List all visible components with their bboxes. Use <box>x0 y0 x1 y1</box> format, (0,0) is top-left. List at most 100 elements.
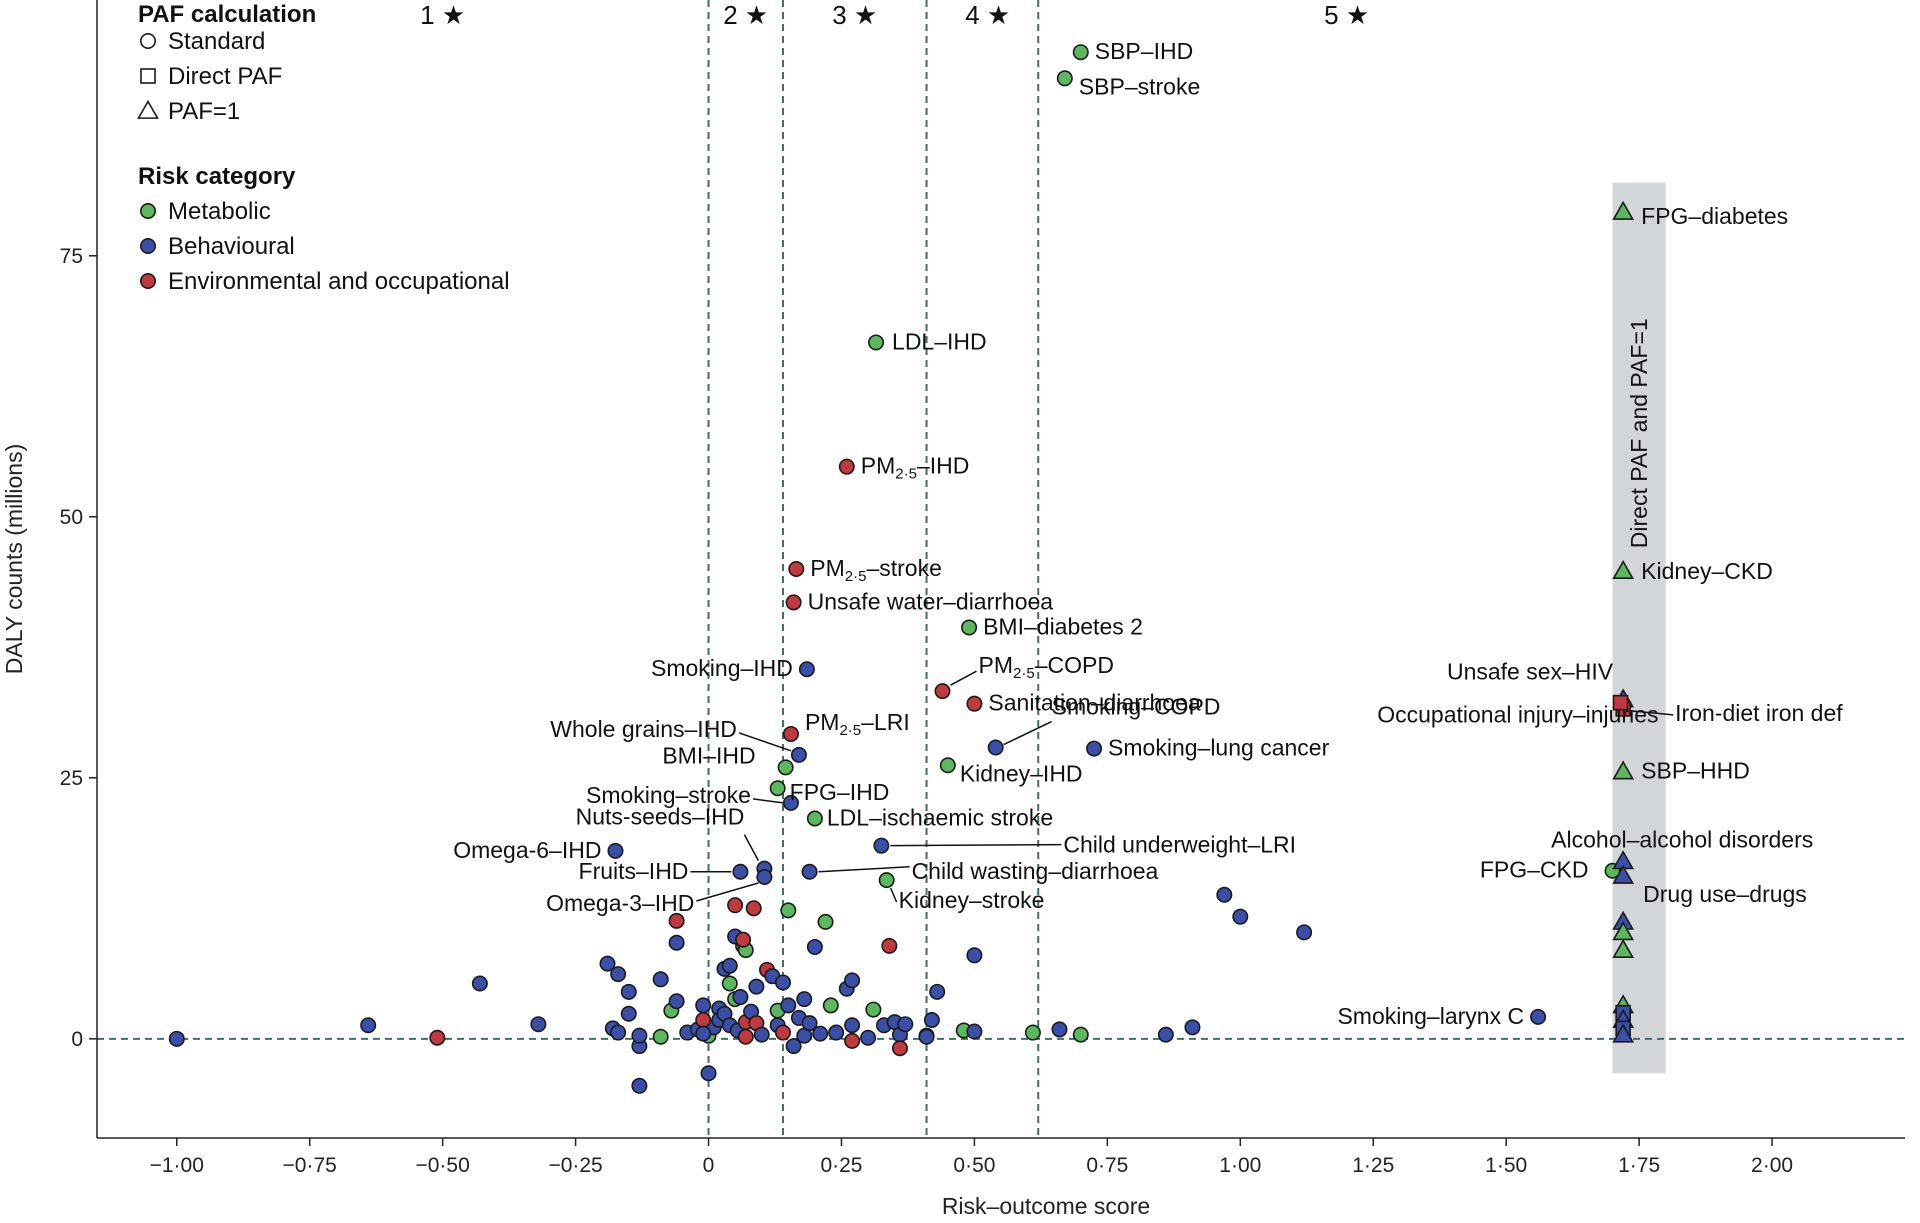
x-tick-label: 0 <box>703 1154 715 1177</box>
data-point <box>727 897 744 914</box>
x-tick-label: 0·25 <box>820 1154 862 1177</box>
labeled-data-point <box>790 746 807 763</box>
data-point <box>918 1028 935 1045</box>
data-point <box>735 931 752 948</box>
data-point <box>652 971 669 988</box>
star-zone-label: 3 ★ <box>832 0 877 30</box>
leader-line <box>696 882 759 902</box>
labeled-data-point <box>782 725 799 742</box>
legend-risk-item: Behavioural <box>168 233 295 260</box>
data-point <box>897 1016 914 1033</box>
legend-risk-item: Metabolic <box>168 198 271 225</box>
data-point-label: Omega-6–IHD <box>453 837 601 863</box>
labeled-data-point <box>1612 694 1629 711</box>
labeled-data-point <box>769 780 786 797</box>
x-tick-label: 2·00 <box>1751 1154 1793 1177</box>
data-point <box>806 938 823 955</box>
data-point-label: Drug use–drugs <box>1643 881 1807 907</box>
data-point <box>780 997 797 1014</box>
data-point <box>695 997 712 1014</box>
data-point <box>844 972 861 989</box>
data-point <box>610 1024 627 1041</box>
data-point <box>1296 924 1313 941</box>
data-point <box>737 1028 754 1045</box>
data-point-label: FPG–IHD <box>790 779 890 805</box>
data-point <box>796 991 813 1008</box>
data-point <box>929 983 946 1000</box>
data-point <box>1216 886 1233 903</box>
y-tick-label: 50 <box>60 506 83 529</box>
data-point <box>844 1017 861 1034</box>
leader-line-layer <box>690 670 1674 903</box>
labeled-data-point <box>873 837 890 854</box>
data-point <box>599 955 616 972</box>
data-point <box>822 997 839 1014</box>
data-point <box>1232 908 1249 925</box>
data-point <box>530 1016 547 1033</box>
data-point <box>1072 1026 1089 1043</box>
data-point-label: SBP–HHD <box>1641 758 1750 784</box>
data-point <box>844 1032 861 1049</box>
data-point-label: FPG–diabetes <box>1641 203 1788 229</box>
x-tick-label: 1·75 <box>1618 1154 1660 1177</box>
data-point <box>745 900 762 917</box>
legend-behavioural-swatch <box>140 238 157 255</box>
y-tick-label: 75 <box>60 245 83 268</box>
data-point-label: PM2·5–IHD <box>861 453 970 483</box>
x-tick-label: −0·75 <box>283 1154 337 1177</box>
data-point <box>817 913 834 930</box>
labeled-data-point <box>798 661 815 678</box>
data-point <box>360 1017 377 1034</box>
legend-triangle-icon <box>137 99 159 119</box>
data-point <box>828 1024 845 1041</box>
data-point <box>785 1038 802 1055</box>
data-point-label: Smoking–stroke <box>586 782 751 808</box>
data-point <box>620 1005 637 1022</box>
labeled-data-point <box>1612 864 1635 884</box>
legend-risk-title: Risk category <box>138 163 296 190</box>
data-point <box>695 1025 712 1042</box>
labeled-data-point <box>785 594 802 611</box>
x-tick-label: 1·50 <box>1485 1154 1527 1177</box>
labeled-data-point <box>1612 559 1635 580</box>
data-point <box>1612 1023 1635 1043</box>
zone-boundary-layer: 1 ★ 2 ★ 3 ★ 4 ★ 5 ★ <box>97 0 1905 1138</box>
data-label-layer: SBP–IHD SBP–stroke LDL–IHD PM2·5–IHD PM2·5–s… <box>453 38 1843 1029</box>
data-point-label: Child underweight–LRI <box>1063 832 1296 858</box>
data-point-label: Alcohol–alcohol disorders <box>1551 826 1813 852</box>
data-point <box>668 993 685 1010</box>
labeled-data-point <box>939 757 956 774</box>
labeled-data-point <box>607 842 624 859</box>
direct-paf-band-label: Direct PAF and PAF=1 <box>1626 318 1652 548</box>
labeled-data-point <box>987 739 1004 756</box>
data-point <box>923 1012 940 1029</box>
data-point-label: Kidney–CKD <box>1641 558 1773 584</box>
legend-paf-item: PAF=1 <box>168 98 240 125</box>
data-point <box>881 937 898 954</box>
labeled-data-point <box>966 695 983 712</box>
legend-environmental-swatch <box>140 272 157 289</box>
data-point-label: Kidney–IHD <box>960 760 1083 786</box>
data-point <box>774 1024 791 1041</box>
y-tick-label: 25 <box>60 767 83 790</box>
data-point <box>631 1027 648 1044</box>
labeled-data-point <box>788 560 805 577</box>
labeled-data-point <box>1530 1008 1547 1025</box>
data-point-label: SBP–stroke <box>1079 73 1200 99</box>
star-zone-label: 1 ★ <box>420 0 465 30</box>
labeled-data-point <box>1056 70 1073 87</box>
labeled-data-point <box>868 334 885 351</box>
data-point <box>812 1025 829 1042</box>
leader-line <box>818 866 910 873</box>
star-zone-label: 4 ★ <box>965 0 1010 30</box>
data-point-label: LDL–ischaemic stroke <box>827 805 1053 831</box>
legend-metabolic-swatch <box>140 203 157 220</box>
leader-line <box>1631 710 1674 716</box>
data-point <box>748 978 765 995</box>
labeled-data-point <box>732 863 749 880</box>
legend-paf-title: PAF calculation <box>138 1 316 28</box>
x-axis-title: Risk–outcome score <box>942 1193 1150 1219</box>
data-point <box>168 1030 185 1047</box>
